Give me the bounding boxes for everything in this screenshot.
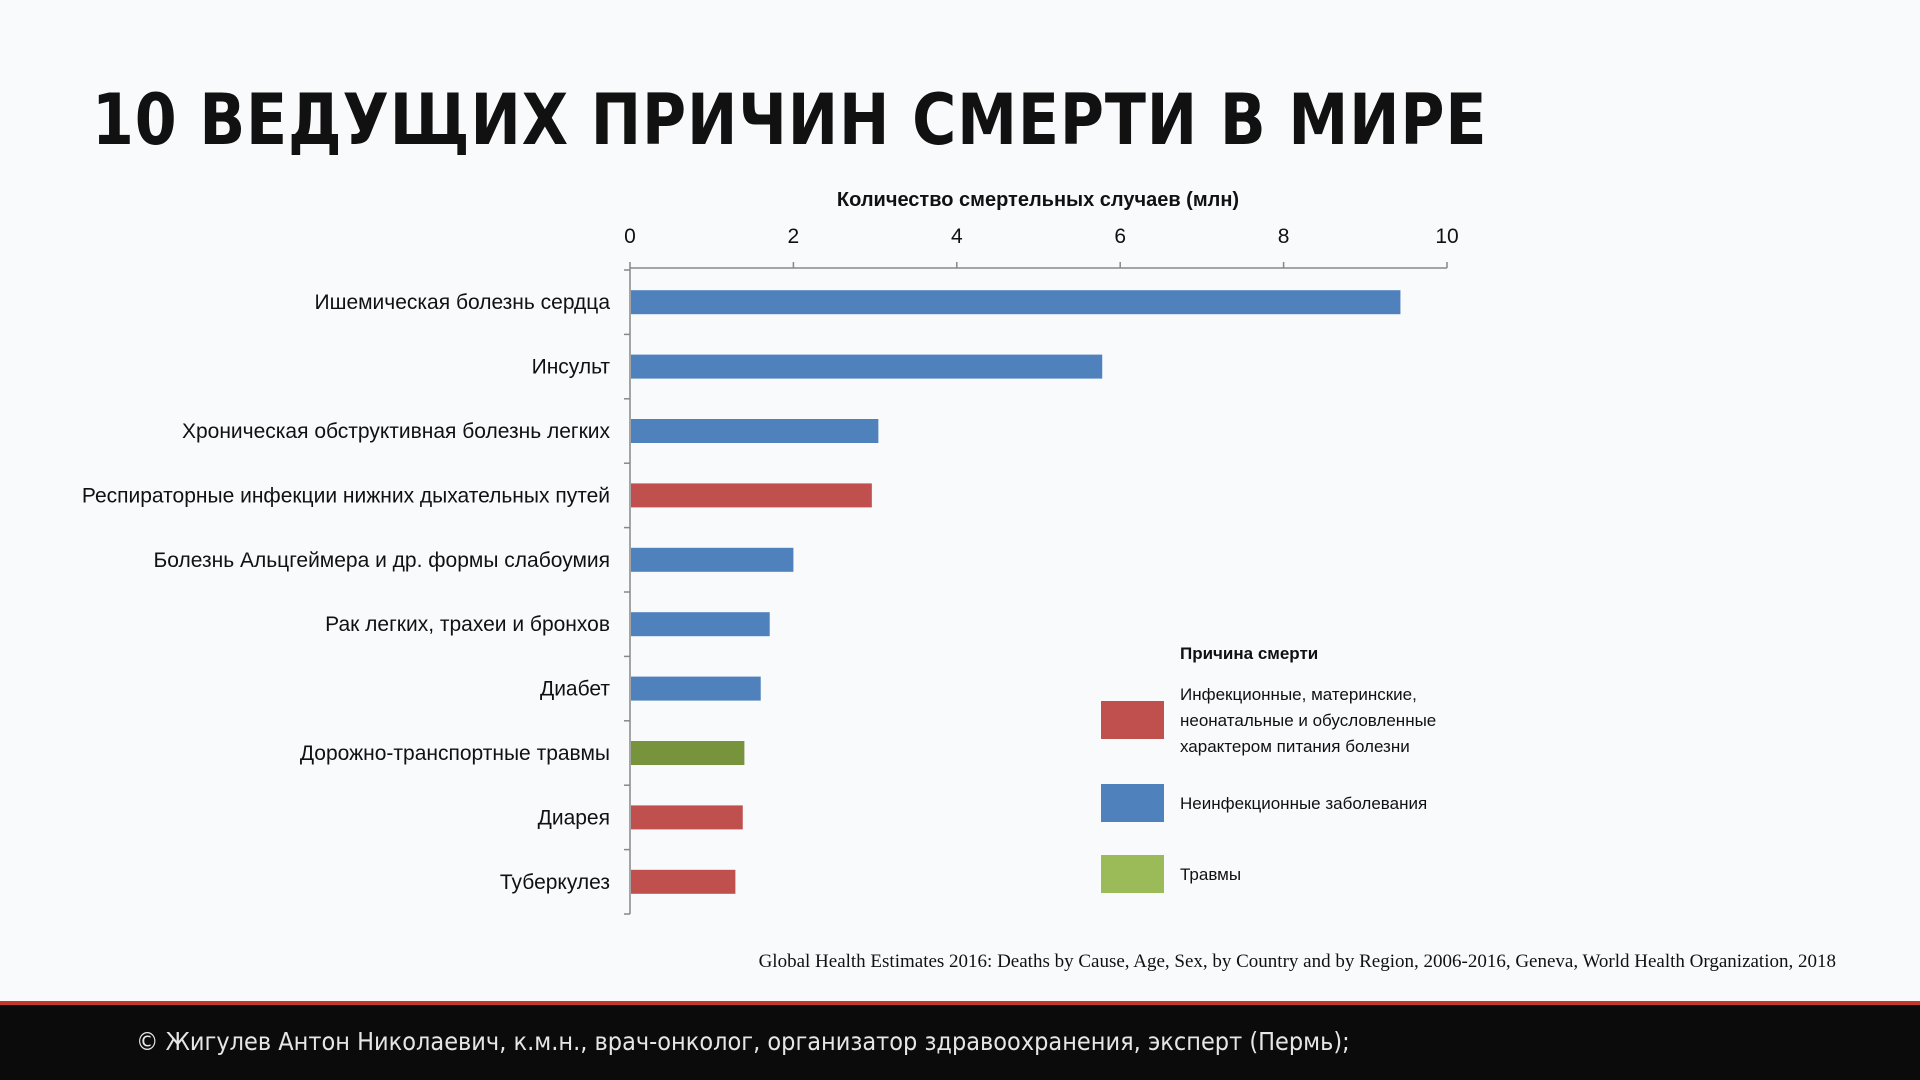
bar: [631, 805, 743, 830]
footer-copyright: © Жигулев Антон Николаевич, к.м.н., врач…: [136, 1027, 1350, 1056]
legend-label: неонатальные и обусловленные: [1180, 711, 1436, 730]
x-tick-label: 0: [624, 225, 636, 248]
bar: [631, 419, 879, 443]
bar: [631, 483, 872, 508]
legend-title: Причина смерти: [1180, 644, 1318, 663]
x-tick-label: 6: [1114, 225, 1126, 248]
x-tick-label: 4: [951, 225, 963, 248]
bar: [631, 676, 761, 701]
bar: [631, 354, 1103, 379]
legend-label: Неинфекционные заболевания: [1180, 794, 1427, 813]
slide-title: 10 ВЕДУЩИХ ПРИЧИН СМЕРТИ В МИРЕ: [92, 79, 1488, 161]
bar: [631, 869, 736, 894]
category-label: Хроническая обструктивная болезнь легких: [182, 420, 611, 443]
x-tick-label: 8: [1278, 225, 1290, 248]
category-label: Диарея: [538, 806, 610, 829]
category-label: Инсульт: [532, 356, 611, 379]
category-label: Ишемическая болезнь сердца: [315, 291, 611, 314]
footer-bar: © Жигулев Антон Николаевич, к.м.н., врач…: [0, 1005, 1920, 1080]
legend-label: характером питания болезни: [1180, 737, 1410, 756]
legend-swatch: [1101, 855, 1164, 893]
category-label: Рак легких, трахеи и бронхов: [325, 613, 610, 636]
source-note: Global Health Estimates 2016: Deaths by …: [758, 951, 1836, 972]
category-label: Туберкулез: [500, 871, 610, 894]
category-label: Диабет: [540, 678, 610, 701]
x-axis-title: Количество смертельных случаев (млн): [837, 189, 1239, 211]
x-tick-label: 10: [1435, 225, 1458, 248]
legend-swatch: [1101, 701, 1164, 739]
bar: [631, 741, 745, 765]
footer-divider: [0, 1001, 1920, 1005]
legend-label: Травмы: [1180, 865, 1241, 884]
category-label: Респираторные инфекции нижних дыхательны…: [82, 484, 610, 507]
chart-legend: Причина смерти Инфекционные, материнские…: [1101, 644, 1436, 893]
bar: [631, 612, 770, 637]
category-label: Болезнь Альцгеймера и др. формы слабоуми…: [154, 549, 611, 572]
legend-swatch: [1101, 784, 1164, 822]
bar: [631, 290, 1401, 315]
bar: [631, 547, 794, 572]
x-tick-label: 2: [788, 225, 800, 248]
category-label: Дорожно-транспортные травмы: [300, 742, 610, 765]
legend-label: Инфекционные, материнские,: [1180, 685, 1417, 704]
bar-chart: Количество смертельных случаев (млн) 0 2 4…: [82, 189, 1459, 915]
